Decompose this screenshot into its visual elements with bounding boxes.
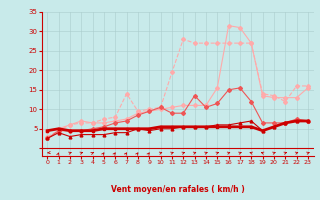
- X-axis label: Vent moyen/en rafales ( km/h ): Vent moyen/en rafales ( km/h ): [111, 185, 244, 194]
